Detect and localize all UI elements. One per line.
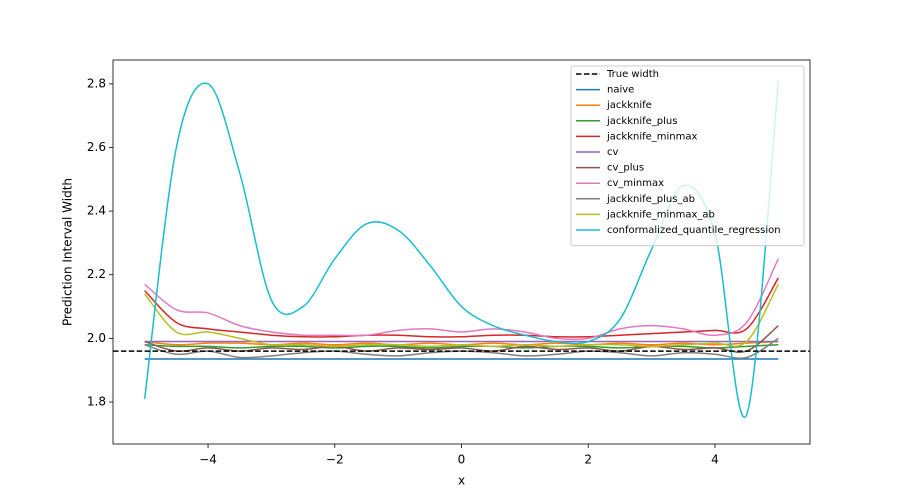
x-tick-label: −4 (199, 453, 217, 467)
legend-label: conformalized_quantile_regression (607, 225, 781, 236)
legend-label: cv_minmax (607, 178, 664, 189)
x-axis-label: x (458, 474, 465, 488)
x-tick-label: 2 (584, 453, 592, 467)
y-tick-label: 2.4 (87, 204, 106, 218)
series-line (144, 283, 779, 348)
y-tick-label: 1.8 (87, 395, 106, 409)
legend-label: jackknife_minmax_ab (606, 209, 715, 220)
legend-label: True width (606, 69, 659, 80)
x-tick-label: 4 (711, 453, 719, 467)
axes-frame (112, 59, 811, 445)
series-line (144, 258, 779, 341)
y-tick-label: 2.2 (87, 267, 106, 281)
legend-label: jackknife_plus_ab (606, 194, 695, 205)
y-tick-label: 2.6 (87, 140, 106, 154)
legend-box (570, 65, 805, 247)
y-tick-label: 2.0 (87, 331, 106, 345)
legend-label: cv_plus (607, 163, 644, 174)
series-line (144, 343, 779, 349)
legend-label: jackknife_plus (606, 116, 677, 127)
legend-label: jackknife_minmax (606, 131, 698, 142)
plot-lines (113, 80, 810, 419)
series-line (144, 277, 779, 338)
y-axis-label: Prediction Interval Width (61, 178, 75, 326)
x-tick-label: 0 (458, 453, 466, 467)
x-tick-label: −2 (326, 453, 344, 467)
legend-label: cv (607, 147, 618, 158)
y-tick-label: 2.8 (87, 76, 106, 90)
legend-label: naive (607, 85, 634, 96)
legend-label: jackknife (606, 100, 652, 111)
